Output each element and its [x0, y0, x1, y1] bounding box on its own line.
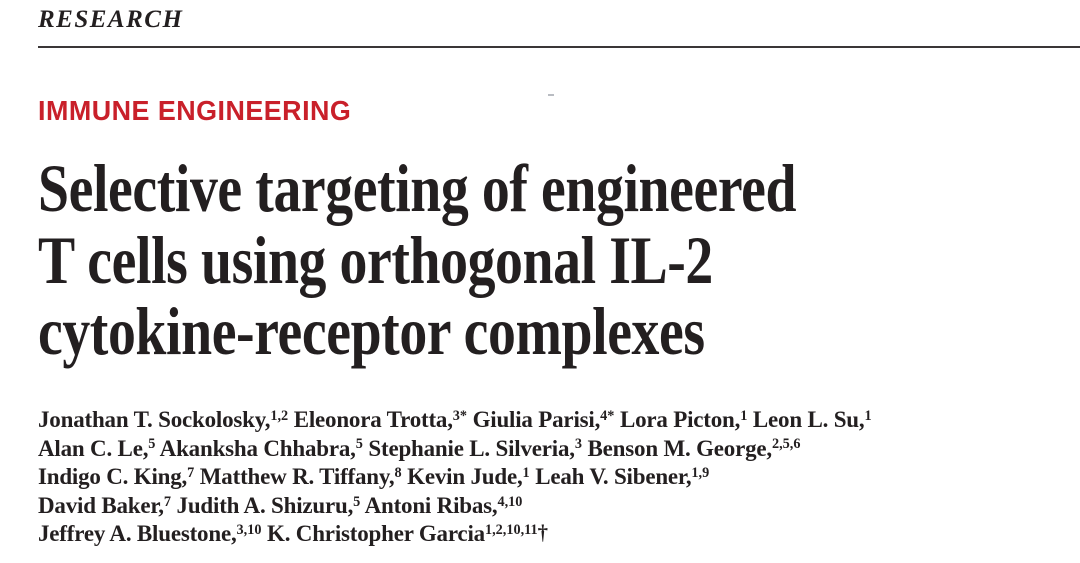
affiliation-superscript: 8: [394, 465, 402, 482]
article-title-line-2: T cells using orthogonal IL-2: [38, 221, 713, 298]
affiliation-superscript: 3*: [452, 407, 468, 424]
author-line: Indigo C. King,7 Matthew R. Tiffany,8 Ke…: [38, 463, 872, 492]
header-rule: [38, 46, 1080, 48]
author-name: Stephanie L. Silveria,: [368, 435, 575, 461]
affiliation-superscript: 3,10: [236, 522, 262, 539]
author-list: Jonathan T. Sockolosky,1,2 Eleonora Trot…: [38, 406, 872, 550]
corresponding-author-dagger: †: [537, 522, 548, 545]
author-name: Lora Picton,: [619, 407, 741, 432]
affiliation-superscript: 5: [353, 493, 361, 510]
author-line: Alan C. Le,5 Akanksha Chhabra,5 Stephani…: [38, 435, 872, 464]
affiliation-superscript: 7: [187, 465, 195, 482]
author-name: David Baker,: [38, 492, 164, 518]
author-name: Benson M. George,: [587, 435, 773, 461]
author-name: Jonathan T. Sockolosky,: [38, 407, 271, 432]
author-name: Matthew R. Tiffany,: [199, 464, 395, 490]
article-title-line-1: Selective targeting of engineered: [38, 150, 797, 226]
article-title: Selective targeting of engineered T cell…: [38, 150, 797, 369]
author-name: Eleonora Trotta,: [293, 407, 453, 432]
author-name: Judith A. Shizuru,: [176, 492, 354, 518]
scan-artifact-speck: [548, 94, 554, 96]
author-name: Giulia Parisi,: [472, 407, 601, 432]
affiliation-superscript: 2,5,6: [771, 436, 801, 453]
author-name: Antoni Ribas,: [364, 492, 498, 518]
affiliation-superscript: 1,2: [270, 407, 289, 424]
author-name: Kevin Jude,: [407, 464, 523, 490]
author-name: Leah V. Sibener,: [535, 464, 692, 490]
affiliation-superscript: 7: [163, 493, 171, 510]
section-header: RESEARCH: [38, 6, 184, 33]
affiliation-superscript: 5: [148, 436, 156, 453]
topic-kicker: IMMUNE ENGINEERING: [38, 95, 352, 126]
affiliation-superscript: 1: [864, 407, 872, 424]
affiliation-superscript: 1,2,10,11: [484, 522, 538, 539]
author-name: Alan C. Le,: [38, 435, 149, 461]
author-line: Jeffrey A. Bluestone,3,10 K. Christopher…: [38, 520, 872, 550]
affiliation-superscript: 4,10: [497, 493, 523, 510]
affiliation-superscript: 1: [740, 407, 748, 424]
affiliation-superscript: 1,9: [691, 465, 710, 482]
author-name: Leon L. Su,: [752, 407, 865, 432]
author-name: Jeffrey A. Bluestone,: [38, 521, 237, 547]
affiliation-superscript: 3: [574, 436, 582, 453]
affiliation-superscript: 1: [522, 465, 530, 482]
affiliation-superscript: 5: [355, 436, 363, 453]
author-name: Akanksha Chhabra,: [159, 435, 356, 461]
affiliation-superscript: 4*: [600, 407, 615, 424]
author-name: K. Christopher Garcia: [267, 521, 485, 547]
author-line: David Baker,7 Judith A. Shizuru,5 Antoni…: [38, 492, 872, 521]
author-line: Jonathan T. Sockolosky,1,2 Eleonora Trot…: [38, 406, 872, 435]
author-name: Indigo C. King,: [38, 464, 188, 490]
article-title-line-3: cytokine-receptor complexes: [38, 293, 705, 369]
